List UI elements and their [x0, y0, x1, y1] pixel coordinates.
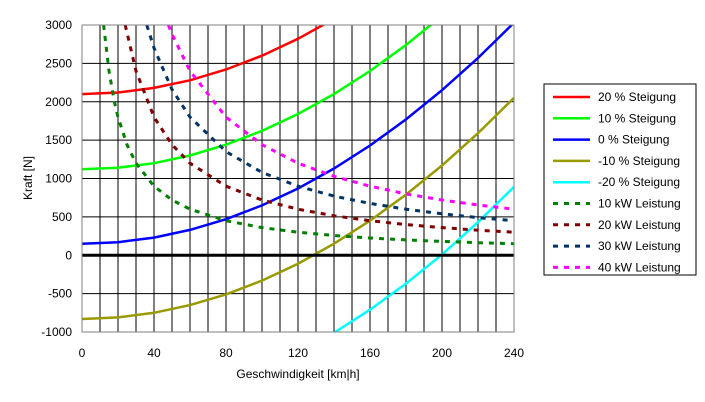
series-line-2 [82, 25, 433, 171]
x-tick-label: 240 [504, 346, 524, 360]
y-tick-label: 3000 [45, 18, 72, 32]
legend: 20 % Steigung 10 % Steigung 0 % Steigung -1… [543, 83, 697, 276]
series-line-7 [123, 25, 514, 234]
y-tick-label: 500 [52, 210, 72, 224]
series-line-3 [82, 25, 514, 245]
legend-label-3: 0 % Steigung [598, 133, 669, 147]
x-tick-label: 40 [147, 346, 161, 360]
legend-label-2: 10 % Steigung [598, 111, 676, 125]
plot-frame [81, 24, 515, 333]
y-tick-label: -500 [48, 287, 72, 301]
legend-label-1: 20 % Steigung [598, 90, 676, 104]
x-tick-label: 200 [432, 346, 452, 360]
x-tick-label: 160 [360, 346, 380, 360]
x-tick-labels: 0 40 80 120 160 200 240 [79, 346, 525, 360]
legend-label-6: 10 kW Leistung [598, 197, 681, 211]
legend-label-7: 20 kW Leistung [598, 218, 681, 232]
legend-items: 20 % Steigung 10 % Steigung 0 % Steigung -1… [553, 90, 681, 274]
x-axis-label: Geschwindigkeit [km|h] [236, 367, 359, 381]
y-tick-label: 2500 [45, 56, 72, 70]
y-tick-label: 1000 [45, 172, 72, 186]
y-axis-label: Kraft [N] [21, 156, 35, 200]
y-tick-label: 2000 [45, 95, 72, 109]
legend-label-9: 40 kW Leistung [598, 260, 681, 274]
series-line-1 [82, 25, 326, 96]
legend-label-8: 30 kW Leistung [598, 239, 681, 253]
series-line-5 [333, 186, 514, 332]
series-line-8 [145, 25, 514, 223]
series-line-6 [102, 25, 514, 246]
x-tick-label: 120 [288, 346, 308, 360]
y-tick-label: 0 [65, 248, 72, 262]
series-line-4 [82, 97, 514, 321]
x-tick-label: 0 [79, 346, 86, 360]
legend-label-4: -10 % Steigung [598, 154, 680, 168]
legend-label-5: -20 % Steigung [598, 175, 680, 189]
y-tick-label: -1000 [41, 325, 72, 339]
series-line-9 [167, 25, 514, 211]
x-tick-label: 80 [219, 346, 233, 360]
y-tick-label: 1500 [45, 133, 72, 147]
legend-box [543, 83, 697, 276]
y-tick-labels: 3000 2500 2000 1500 1000 500 0 -500 -1000 [41, 18, 72, 339]
series-layer [82, 25, 514, 332]
